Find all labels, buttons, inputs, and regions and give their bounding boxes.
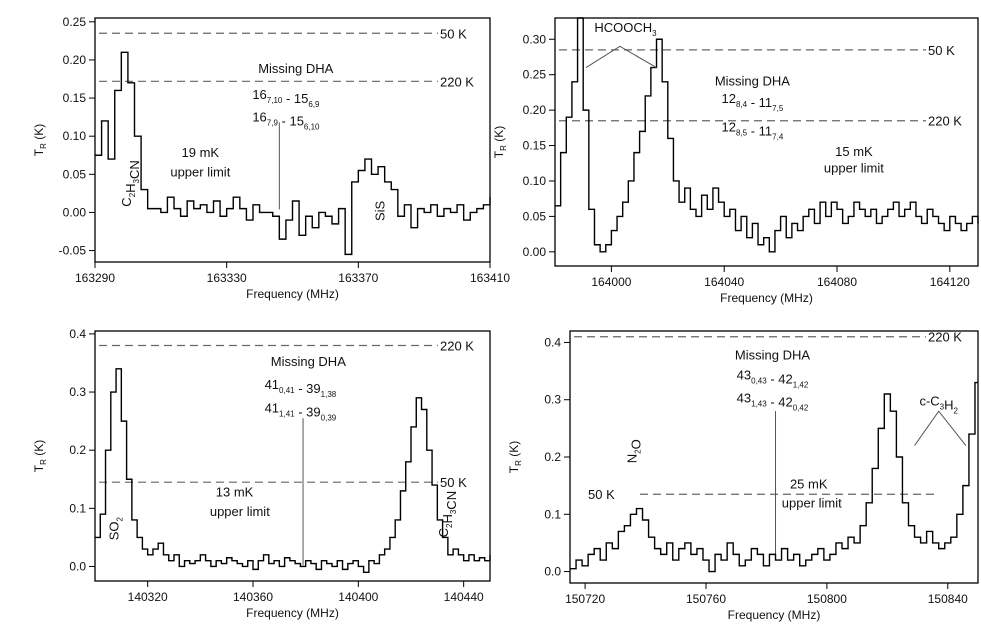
x-tick-label: 150760	[686, 592, 726, 606]
y-axis-label: TR (K)	[32, 124, 48, 156]
spectrum-annotation: upper limit	[782, 495, 842, 510]
line-blend-bracket	[585, 45, 657, 69]
x-tick-label: 164120	[930, 275, 970, 289]
y-tick-label: -0.05	[59, 244, 87, 258]
spectrum-trace	[570, 381, 978, 573]
y-tick-label: 0.0	[69, 559, 86, 573]
spectrum-annotation: 25 mK	[790, 477, 828, 492]
spectrum-annotation: 430,43 - 421,42	[737, 368, 809, 390]
y-tick-label: 0.25	[523, 68, 547, 82]
spectrum-annotation: 431,43 - 420,42	[737, 391, 809, 413]
spectrum-annotation: 128,5 - 117,4	[722, 119, 784, 141]
y-tick-label: 0.15	[63, 91, 87, 105]
y-axis-label: TR (K)	[507, 441, 523, 473]
y-tick-label: 0.2	[544, 450, 561, 464]
y-tick-label: 0.0	[544, 565, 561, 579]
x-axis-label: Frequency (MHz)	[720, 291, 813, 305]
spectrum-annotation: Missing DHA	[258, 61, 333, 76]
panel-top-left: -0.05 0.00 0.05 0.10 0.15 0.20 0.25 163290 16333…	[32, 15, 510, 301]
x-tick-label: 150800	[807, 592, 847, 606]
spectrum-annotation: upper limit	[170, 165, 230, 180]
y-tick-label: 0.30	[523, 32, 547, 46]
y-tick-label: 0.3	[544, 393, 561, 407]
y-tick-label: 0.10	[63, 129, 87, 143]
x-tick-label: 164040	[704, 275, 744, 289]
x-tick-label: 163410	[470, 271, 510, 285]
spectrum-annotation: SiS	[373, 200, 388, 221]
panel-bottom-left: 0.0 0.1 0.2 0.3 0.4 140320 140360 140400 140440 F…	[32, 327, 491, 620]
plot-frame	[554, 17, 979, 267]
spectrum-trace	[95, 51, 491, 256]
spectrum-annotation: Missing DHA	[271, 354, 346, 369]
y-tick-label: 0.1	[544, 507, 561, 521]
plot-frame	[94, 17, 491, 263]
line-blend-bracket	[914, 410, 967, 446]
y-tick-label: 0.25	[63, 15, 87, 29]
x-axis-label: Frequency (MHz)	[728, 608, 821, 622]
temperature-label: 50 K	[588, 487, 615, 502]
y-tick-label: 0.3	[69, 385, 86, 399]
temperature-label: 220 K	[440, 74, 474, 89]
x-tick-label: 164000	[591, 275, 631, 289]
y-tick-label: 0.15	[523, 139, 547, 153]
spectrum-trace	[555, 17, 979, 253]
x-tick-label: 140360	[233, 590, 273, 604]
spectrum-annotation: 410,41 - 391,38	[265, 377, 337, 399]
y-tick-label: 0.05	[63, 167, 87, 181]
spectrum-annotation: 19 mK	[182, 145, 220, 160]
spectrum-annotation: upper limit	[210, 504, 270, 519]
y-tick-label: 0.00	[523, 245, 547, 259]
y-tick-label: 0.05	[523, 209, 547, 223]
y-tick-label: 0.10	[523, 174, 547, 188]
temperature-label: 50 K	[928, 43, 955, 58]
x-axis-label: Frequency (MHz)	[246, 287, 339, 301]
x-tick-label: 163330	[207, 271, 247, 285]
spectrum-annotation: 411,41 - 390,39	[265, 400, 337, 422]
spectrum-annotation: 167,9 - 156,10	[252, 110, 320, 132]
temperature-label: 220 K	[928, 330, 962, 345]
y-axis-label: TR (K)	[492, 126, 508, 158]
spectrum-annotation: 167,10 - 156,9	[252, 87, 320, 109]
panel-bottom-right: 0.0 0.1 0.2 0.3 0.4 150720 150760 150800 150840 F…	[507, 330, 979, 622]
spectrum-annotation: 13 mK	[216, 485, 254, 500]
temperature-label: 220 K	[440, 339, 474, 354]
x-tick-label: 140400	[338, 590, 378, 604]
x-tick-label: 163370	[338, 271, 378, 285]
x-tick-label: 140440	[444, 590, 484, 604]
temperature-label: 50 K	[440, 475, 467, 490]
spectrum-annotation: c-C3H2	[919, 393, 958, 415]
spectrum-annotation: upper limit	[824, 160, 884, 175]
temperature-label: 50 K	[440, 26, 467, 41]
x-tick-label: 163290	[75, 271, 115, 285]
spectrum-annotation: Missing DHA	[735, 348, 810, 363]
x-tick-label: 150720	[565, 592, 605, 606]
plot-frame	[94, 330, 491, 582]
spectrum-annotation: C2H3CN	[436, 491, 459, 537]
spectrum-trace	[95, 368, 491, 573]
panel-top-right: 0.00 0.05 0.10 0.15 0.20 0.25 0.30 164000 164040…	[492, 17, 979, 305]
x-tick-label: 164080	[817, 275, 857, 289]
spectrum-annotation: 15 mK	[835, 144, 873, 159]
y-tick-label: 0.20	[63, 53, 87, 67]
y-tick-label: 0.2	[69, 443, 86, 457]
spectrum-annotation: SO2	[107, 517, 125, 541]
x-axis-label: Frequency (MHz)	[246, 606, 339, 620]
y-tick-label: 0.1	[69, 501, 86, 515]
y-tick-label: 0.00	[63, 205, 87, 219]
y-tick-label: 0.4	[544, 335, 561, 349]
spectrum-annotation: 128,4 - 117,5	[722, 91, 784, 113]
y-tick-label: 0.20	[523, 103, 547, 117]
x-tick-label: 150840	[928, 592, 968, 606]
spectrum-annotation: N2O	[624, 439, 643, 463]
spectrum-annotation: Missing DHA	[715, 73, 790, 88]
spectrum-annotation: C2H3CN	[119, 160, 142, 206]
y-tick-label: 0.4	[69, 327, 86, 341]
x-tick-label: 140320	[128, 590, 168, 604]
spectrum-annotation: HCOOCH3	[594, 20, 657, 38]
y-axis-label: TR (K)	[32, 440, 48, 472]
temperature-label: 220 K	[928, 114, 962, 129]
